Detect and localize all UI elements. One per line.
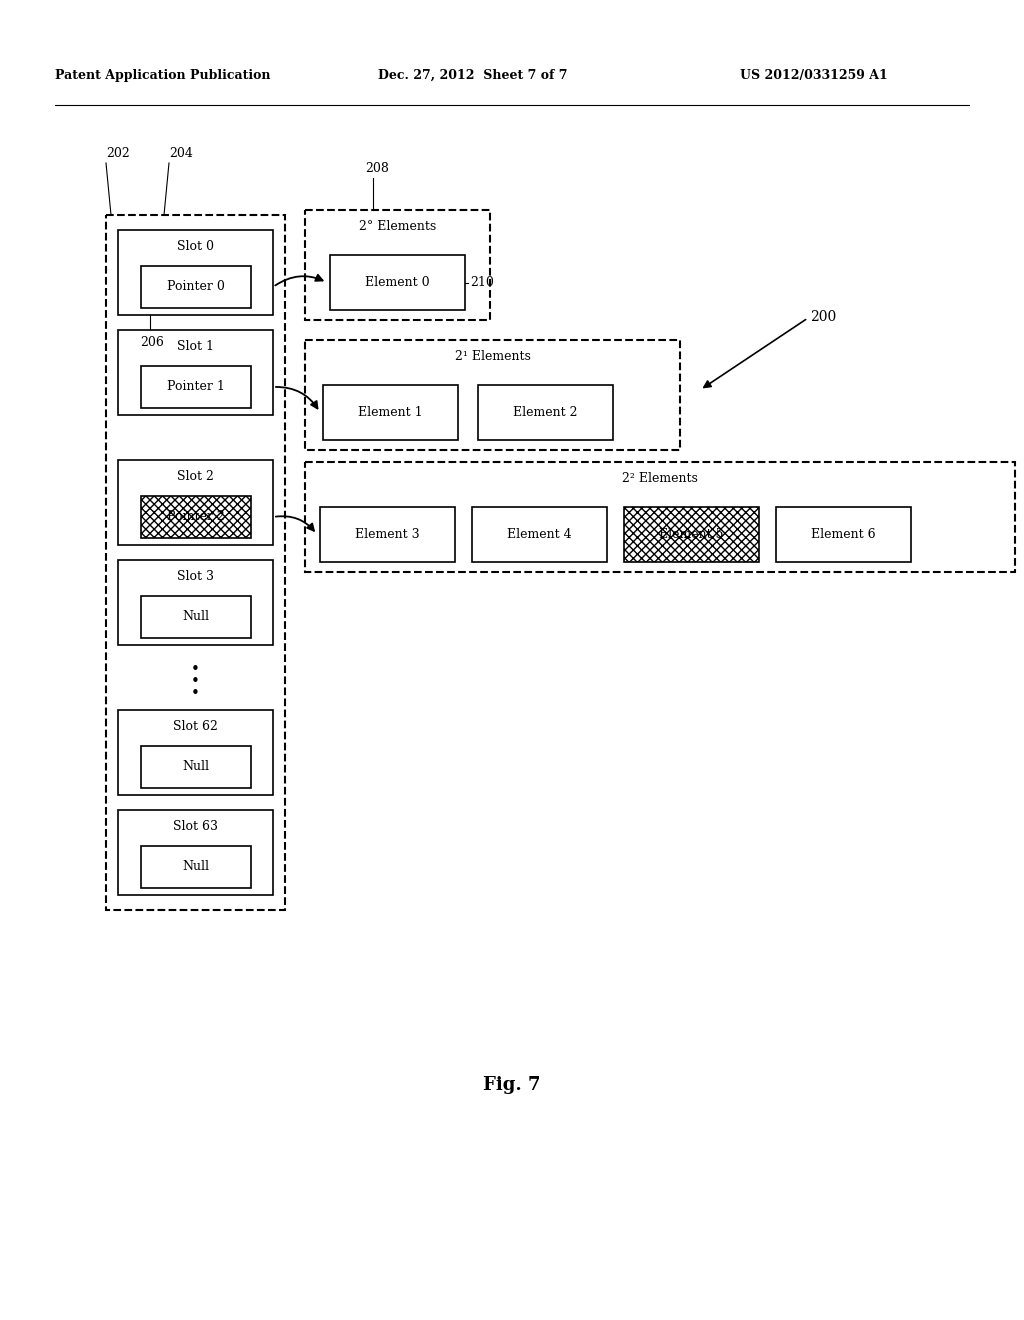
Text: •: •	[191, 663, 200, 677]
Text: Pointer 0: Pointer 0	[167, 281, 224, 293]
Bar	[305, 462, 1015, 572]
Text: 210: 210	[470, 276, 494, 289]
Text: •: •	[191, 686, 200, 701]
Text: Slot 3: Slot 3	[177, 569, 214, 582]
Text: Slot 63: Slot 63	[173, 820, 218, 833]
Bar	[776, 507, 911, 562]
Bar	[118, 330, 273, 414]
Text: Pointer 1: Pointer 1	[167, 380, 224, 393]
Text: Fig. 7: Fig. 7	[483, 1076, 541, 1094]
Bar	[323, 385, 458, 440]
Bar	[106, 215, 285, 909]
Bar	[140, 267, 251, 308]
Bar	[140, 846, 251, 888]
Text: Element 3: Element 3	[355, 528, 420, 541]
Text: 2² Elements: 2² Elements	[622, 471, 698, 484]
Text: 208: 208	[365, 162, 389, 176]
Text: 202: 202	[106, 147, 130, 160]
Text: Slot 62: Slot 62	[173, 719, 218, 733]
Bar	[319, 507, 455, 562]
Text: •: •	[191, 675, 200, 689]
Bar	[305, 341, 680, 450]
Bar	[330, 255, 465, 310]
Text: Element 6: Element 6	[811, 528, 876, 541]
Text: 206: 206	[140, 337, 164, 348]
Text: Element 4: Element 4	[507, 528, 571, 541]
Text: Dec. 27, 2012  Sheet 7 of 7: Dec. 27, 2012 Sheet 7 of 7	[378, 69, 567, 82]
Text: 2¹ Elements: 2¹ Elements	[455, 350, 530, 363]
Text: Slot 2: Slot 2	[177, 470, 214, 483]
Bar	[140, 496, 251, 539]
Bar	[118, 710, 273, 795]
Bar	[624, 507, 759, 562]
Text: Element 0: Element 0	[366, 276, 430, 289]
Bar	[472, 507, 607, 562]
Text: Element 2: Element 2	[513, 407, 578, 418]
Text: 2° Elements: 2° Elements	[358, 219, 436, 232]
Bar	[118, 230, 273, 315]
Text: Null: Null	[182, 610, 209, 623]
Bar	[118, 560, 273, 645]
Text: 204: 204	[169, 147, 193, 160]
Text: Null: Null	[182, 861, 209, 874]
Text: Slot 1: Slot 1	[177, 339, 214, 352]
Text: Slot 0: Slot 0	[177, 239, 214, 252]
Text: Element 1: Element 1	[358, 407, 423, 418]
Text: Patent Application Publication: Patent Application Publication	[55, 69, 270, 82]
Text: Null: Null	[182, 760, 209, 774]
Bar	[140, 597, 251, 638]
Bar	[478, 385, 613, 440]
Text: Element 5: Element 5	[659, 528, 724, 541]
Bar	[118, 810, 273, 895]
Text: US 2012/0331259 A1: US 2012/0331259 A1	[740, 69, 888, 82]
Bar	[305, 210, 490, 319]
Bar	[118, 459, 273, 545]
Text: 200: 200	[810, 310, 837, 323]
Text: Pointer 2: Pointer 2	[167, 511, 224, 524]
Bar	[140, 746, 251, 788]
Bar	[140, 366, 251, 408]
